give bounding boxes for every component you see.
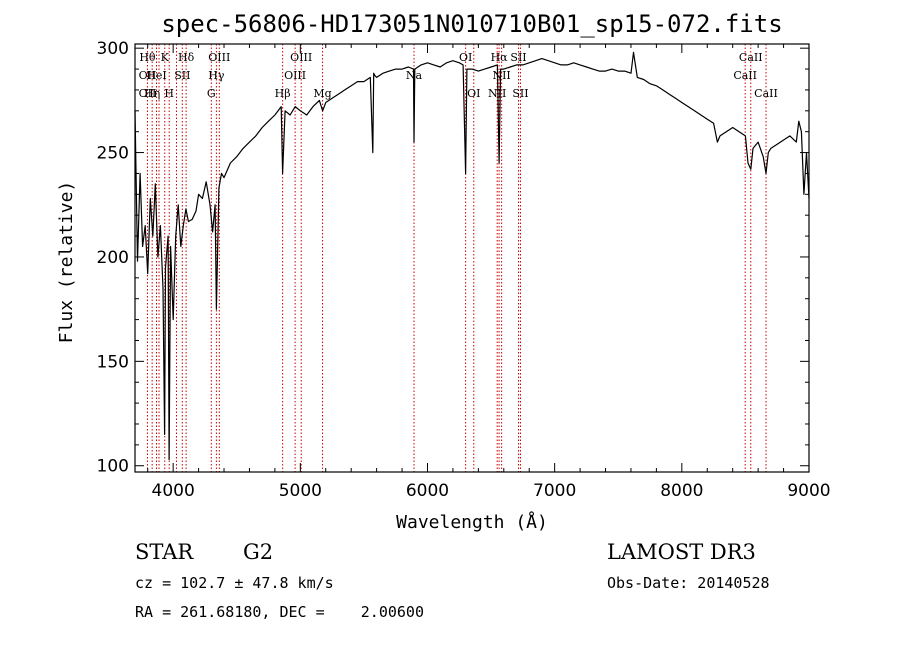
line-label-25: CaII bbox=[739, 51, 763, 64]
x-tick-label-5: 9000 bbox=[787, 481, 830, 501]
line-label-20: Hα bbox=[491, 51, 509, 64]
line-markers bbox=[146, 44, 767, 472]
line-label-11: OIII bbox=[208, 51, 230, 64]
line-label-23: SII bbox=[512, 87, 528, 100]
line-label-3: Hη bbox=[144, 87, 160, 100]
line-label-22: SII bbox=[510, 51, 526, 64]
line-label-21: NII bbox=[492, 69, 510, 82]
x-tick-label-2: 6000 bbox=[406, 481, 449, 501]
line-label-10: Hγ bbox=[208, 69, 225, 82]
line-label-17: OI bbox=[459, 51, 472, 64]
line-label-16: Na bbox=[406, 69, 423, 82]
y-axis: 100 150 200 250 300 bbox=[97, 39, 809, 477]
x-tick-label-0: 4000 bbox=[152, 481, 195, 501]
spectral-subclass: G2 bbox=[243, 540, 274, 564]
y-tick-label-1: 150 bbox=[97, 352, 129, 372]
y-axis-label: Flux (relative) bbox=[56, 181, 77, 344]
series-line-0 bbox=[134, 51, 810, 461]
x-axis: 4000 5000 6000 7000 8000 9000 bbox=[147, 44, 831, 501]
line-label-18: OI bbox=[467, 87, 480, 100]
object-class: STAR bbox=[135, 540, 194, 564]
y-tick-label-2: 200 bbox=[97, 248, 129, 268]
line-label-12: Hβ bbox=[275, 87, 291, 100]
spectrum-series bbox=[134, 51, 810, 461]
line-label-4: HeI bbox=[146, 69, 166, 82]
line-label-7: SII bbox=[174, 69, 190, 82]
line-label-1: OII bbox=[139, 69, 157, 82]
y-tick-label-0: 100 bbox=[97, 457, 129, 477]
line-labels: HθOIIOIIHηHeIKHSIIHδGHγOIIIHβOIIIOIIIMgN… bbox=[139, 51, 778, 100]
obs-date-text: Obs-Date: 20140528 bbox=[607, 574, 770, 592]
x-tick-label-1: 5000 bbox=[279, 481, 322, 501]
line-label-15: Mg bbox=[313, 87, 331, 100]
x-tick-label-4: 8000 bbox=[660, 481, 703, 501]
line-label-9: G bbox=[207, 87, 216, 100]
redshift-text: cz = 102.7 ± 47.8 km/s bbox=[135, 574, 334, 592]
line-label-0: Hθ bbox=[139, 51, 156, 64]
survey-name: LAMOST DR3 bbox=[607, 540, 756, 564]
x-tick-label-3: 7000 bbox=[533, 481, 576, 501]
y-tick-label-3: 250 bbox=[97, 144, 129, 164]
line-label-26: CaII bbox=[754, 87, 778, 100]
line-label-19: NII bbox=[488, 87, 506, 100]
line-label-14: OIII bbox=[290, 51, 312, 64]
x-axis-label: Wavelength (Å) bbox=[396, 511, 548, 533]
line-label-5: K bbox=[161, 51, 170, 64]
chart-title: spec-56806-HD173051N010710B01_sp15-072.f… bbox=[161, 10, 782, 38]
coordinates-text: RA = 261.68180, DEC = 2.00600 bbox=[135, 603, 424, 621]
plot-frame bbox=[134, 43, 810, 473]
line-label-24: CaII bbox=[733, 69, 757, 82]
line-label-2: OII bbox=[139, 87, 157, 100]
line-label-8: Hδ bbox=[178, 51, 195, 64]
line-label-13: OIII bbox=[284, 69, 306, 82]
line-label-6: H bbox=[164, 87, 174, 100]
y-tick-label-4: 300 bbox=[97, 39, 129, 59]
